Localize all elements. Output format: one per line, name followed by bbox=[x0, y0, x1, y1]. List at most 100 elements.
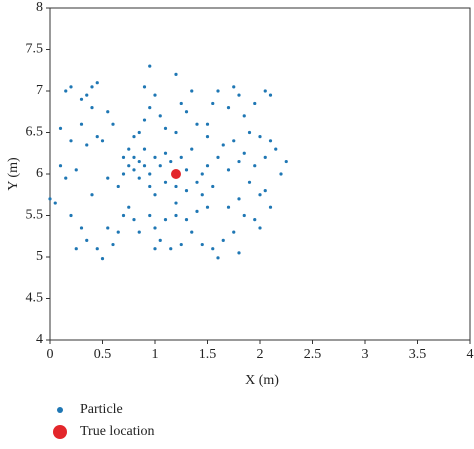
particle bbox=[142, 85, 147, 89]
y-axis-label: Y (m) bbox=[6, 157, 21, 191]
particle bbox=[95, 135, 99, 139]
particle bbox=[137, 230, 141, 234]
particle bbox=[158, 114, 162, 118]
particle bbox=[268, 139, 273, 143]
particle bbox=[242, 114, 246, 118]
y-tick-label: 5.5 bbox=[26, 208, 44, 223]
y-tick-label: 8 bbox=[36, 0, 43, 15]
particle bbox=[85, 238, 89, 242]
particle bbox=[163, 218, 168, 222]
particle bbox=[184, 110, 189, 114]
particle bbox=[116, 230, 120, 234]
particle bbox=[216, 155, 220, 159]
particle bbox=[137, 176, 141, 180]
particle bbox=[90, 85, 94, 89]
particle bbox=[184, 168, 189, 172]
particle bbox=[200, 242, 204, 247]
x-tick-label: 4 bbox=[467, 347, 474, 362]
particle bbox=[179, 155, 183, 159]
particle bbox=[132, 218, 136, 222]
particle bbox=[190, 89, 194, 93]
particle bbox=[53, 201, 57, 205]
particle bbox=[153, 155, 157, 159]
particle bbox=[274, 147, 278, 151]
particle bbox=[221, 143, 225, 147]
particle bbox=[174, 201, 178, 205]
particle bbox=[69, 139, 73, 143]
legend-label: Particle bbox=[80, 402, 123, 417]
particle bbox=[137, 159, 141, 164]
particle bbox=[216, 89, 220, 93]
particle bbox=[268, 93, 273, 97]
y-tick-label: 6.5 bbox=[26, 125, 44, 140]
particle bbox=[232, 85, 236, 89]
particle bbox=[195, 209, 199, 213]
particle bbox=[195, 122, 199, 126]
particle bbox=[100, 257, 105, 261]
particle bbox=[95, 247, 99, 251]
particle bbox=[253, 218, 257, 222]
particle bbox=[153, 226, 157, 230]
particle bbox=[242, 213, 246, 218]
particle bbox=[205, 205, 210, 209]
legend-label: True location bbox=[80, 424, 155, 439]
particle bbox=[200, 172, 204, 176]
particle bbox=[184, 189, 189, 193]
particle bbox=[163, 126, 168, 130]
x-tick-label: 0.5 bbox=[94, 347, 112, 362]
x-tick-label: 2.5 bbox=[304, 347, 322, 362]
particle bbox=[226, 168, 231, 172]
particle bbox=[64, 89, 68, 93]
plot-frame bbox=[49, 7, 471, 341]
particle bbox=[90, 193, 94, 197]
particle bbox=[116, 184, 120, 189]
particle bbox=[90, 106, 94, 110]
particle bbox=[79, 226, 84, 230]
particle bbox=[153, 93, 157, 97]
x-tick-label: 1.5 bbox=[199, 347, 217, 362]
particle bbox=[121, 155, 126, 159]
y-tick-label: 5 bbox=[36, 249, 43, 264]
particle bbox=[163, 180, 168, 184]
particle bbox=[127, 205, 131, 209]
particle bbox=[64, 176, 68, 180]
particle bbox=[148, 213, 152, 218]
particle bbox=[253, 164, 257, 168]
y-tick-label: 4 bbox=[36, 332, 43, 347]
particle bbox=[106, 226, 110, 230]
particle bbox=[127, 164, 131, 168]
particle bbox=[184, 218, 189, 222]
particle bbox=[211, 184, 215, 189]
particle bbox=[237, 251, 241, 255]
particle bbox=[242, 151, 246, 155]
particle bbox=[216, 256, 220, 260]
particle bbox=[190, 230, 194, 234]
particle bbox=[253, 101, 257, 106]
particle bbox=[211, 247, 215, 251]
particle bbox=[221, 238, 225, 242]
particle bbox=[237, 159, 241, 164]
particle bbox=[111, 122, 115, 126]
particle bbox=[195, 180, 199, 184]
particle bbox=[169, 159, 173, 164]
particle bbox=[284, 159, 288, 164]
particle bbox=[179, 101, 183, 106]
particle bbox=[48, 197, 52, 201]
x-tick-label: 3 bbox=[362, 347, 369, 362]
particle bbox=[74, 168, 78, 172]
particle bbox=[106, 110, 110, 114]
particle bbox=[132, 155, 136, 159]
particle bbox=[258, 135, 262, 139]
particle bbox=[111, 242, 115, 247]
particle bbox=[142, 118, 147, 122]
particle bbox=[268, 205, 273, 209]
particle bbox=[237, 93, 241, 97]
y-tick-label: 6 bbox=[36, 166, 43, 181]
particle bbox=[85, 143, 89, 147]
particle bbox=[132, 135, 136, 139]
particle bbox=[263, 189, 267, 193]
particle bbox=[153, 193, 157, 197]
particle bbox=[258, 226, 262, 230]
particle bbox=[106, 176, 110, 180]
